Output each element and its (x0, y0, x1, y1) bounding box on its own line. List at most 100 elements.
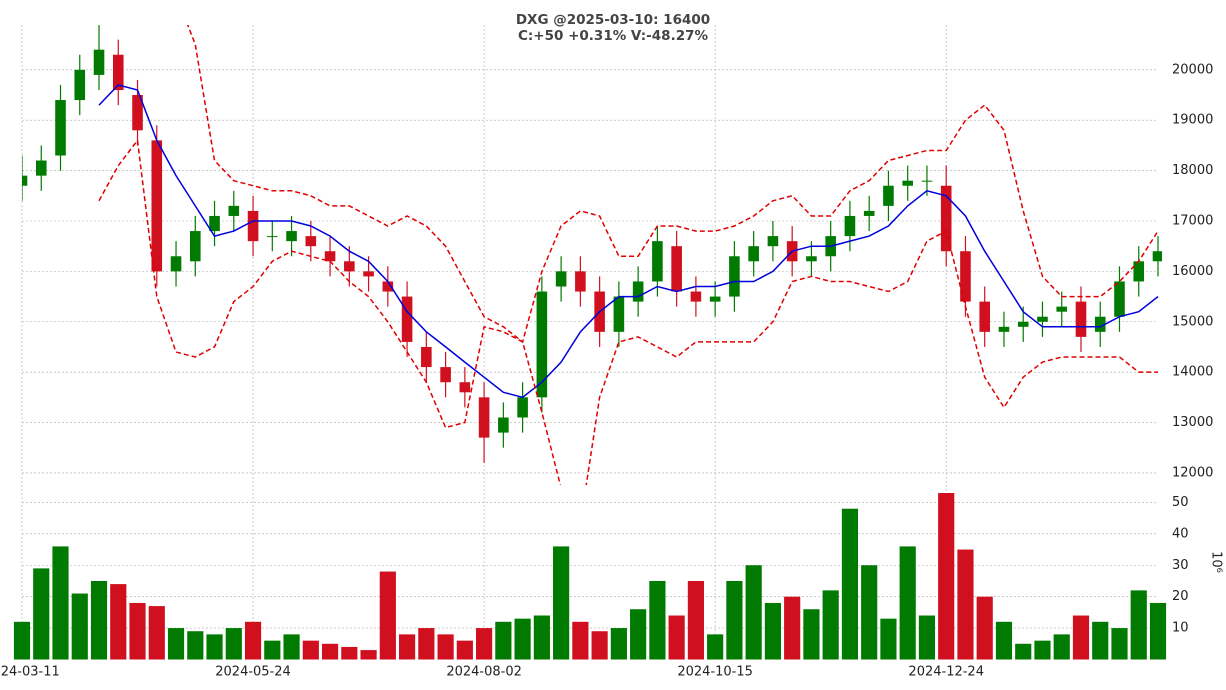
y-tick-label: 18000 (1172, 163, 1213, 178)
volume-bar (321, 643, 339, 660)
candle-body (1133, 261, 1145, 282)
candle-body (902, 180, 913, 186)
candle-body (151, 140, 163, 272)
volume-bar (418, 628, 435, 660)
volume-bar (495, 621, 512, 660)
volume-tick-label: 20 (1172, 589, 1189, 604)
candle-body (132, 95, 143, 131)
volume-bar (283, 634, 300, 660)
candle-body (690, 291, 702, 302)
candle-body (22, 175, 28, 186)
chart-subtitle: C:+50 +0.31% V:-48.27% (518, 28, 708, 44)
x-tick-label: 2024-05-24 (215, 665, 291, 680)
candle-body (267, 236, 278, 238)
y-tick-label: 15000 (1172, 314, 1213, 329)
candle-body (1017, 321, 1029, 327)
candle-body (652, 241, 663, 282)
volume-bar (187, 631, 204, 660)
candle-body (632, 281, 644, 302)
volume-bar (437, 634, 454, 660)
volume-tick-label: 10 (1172, 621, 1189, 636)
candle-body (1037, 316, 1048, 322)
candle-body (671, 246, 682, 292)
candle-body (767, 236, 779, 247)
volume-bar (379, 571, 396, 660)
candle-body (305, 236, 317, 247)
volume-bar (398, 634, 416, 660)
y-tick-label: 20000 (1172, 62, 1213, 77)
candle-body (209, 215, 220, 232)
y-tick-label: 14000 (1172, 365, 1213, 380)
volume-bar (995, 621, 1013, 660)
candle-body (806, 256, 817, 262)
volume-bar (1053, 634, 1070, 660)
candle-body (555, 271, 567, 287)
volume-bar (244, 621, 262, 660)
volume-bar (476, 628, 493, 660)
volume-bar (341, 646, 358, 660)
volume-bar (360, 650, 377, 660)
volume-bar (90, 580, 108, 660)
candle-body (382, 281, 394, 292)
x-tick-label: 2024-03-11 (0, 665, 60, 680)
volume-bar (957, 549, 974, 660)
volume-bar (206, 634, 223, 660)
volume-tick-label: 40 (1172, 526, 1189, 541)
volume-bar (938, 493, 955, 660)
y-tick-label: 17000 (1172, 213, 1213, 228)
candle-body (1056, 306, 1068, 312)
candle-body (575, 271, 586, 292)
candle-body (112, 54, 124, 90)
volume-bar (572, 621, 589, 660)
volume-bar (1072, 615, 1090, 660)
volume-bar (167, 628, 185, 660)
candle-body (517, 397, 528, 418)
y-tick-label: 12000 (1172, 465, 1213, 480)
volume-bar (514, 618, 531, 660)
x-tick-label: 2024-08-02 (446, 665, 522, 680)
volume-bar (264, 640, 281, 660)
volume-bar (33, 568, 50, 660)
volume-bar (110, 584, 127, 660)
volume-bar (745, 565, 762, 660)
volume-bar (1111, 628, 1128, 660)
y-tick-label: 16000 (1172, 264, 1213, 279)
volume-bar (591, 631, 608, 660)
candle-body (498, 417, 509, 433)
volume-bar (784, 596, 801, 660)
candle-body (536, 291, 548, 398)
price-plot (22, 25, 1162, 485)
candle-body (286, 231, 297, 242)
candle-body (247, 210, 259, 242)
volume-bar (553, 546, 570, 660)
candle-body (344, 261, 355, 272)
candle-body (401, 296, 413, 342)
chart-title: DXG @2025-03-10: 16400 (516, 12, 710, 28)
volume-bar (148, 606, 165, 660)
candle-body (74, 69, 86, 101)
candle-body (844, 215, 856, 237)
volume-bar (1149, 602, 1167, 660)
candle-body (1094, 316, 1106, 332)
volume-tick-label: 50 (1172, 495, 1189, 510)
candle-body (440, 367, 451, 383)
volume-bar (976, 596, 993, 660)
volume-bar (880, 618, 897, 660)
candle-body (883, 185, 894, 206)
volume-bar (764, 602, 782, 660)
volume-bar (899, 546, 916, 660)
candle-body (729, 256, 740, 297)
volume-bar (1092, 621, 1109, 660)
candle-body (979, 301, 991, 332)
volume-bar (52, 546, 69, 660)
volume-bar (129, 602, 146, 660)
volume-bar (1034, 640, 1051, 660)
candle-body (998, 326, 1010, 332)
y-tick-label: 13000 (1172, 415, 1213, 430)
volume-bar (610, 628, 627, 660)
x-tick-label: 2024-10-15 (677, 665, 753, 680)
volume-bar (726, 580, 743, 660)
candle-body (93, 49, 105, 75)
volume-bar (861, 565, 878, 660)
volume-bar (1130, 590, 1147, 660)
